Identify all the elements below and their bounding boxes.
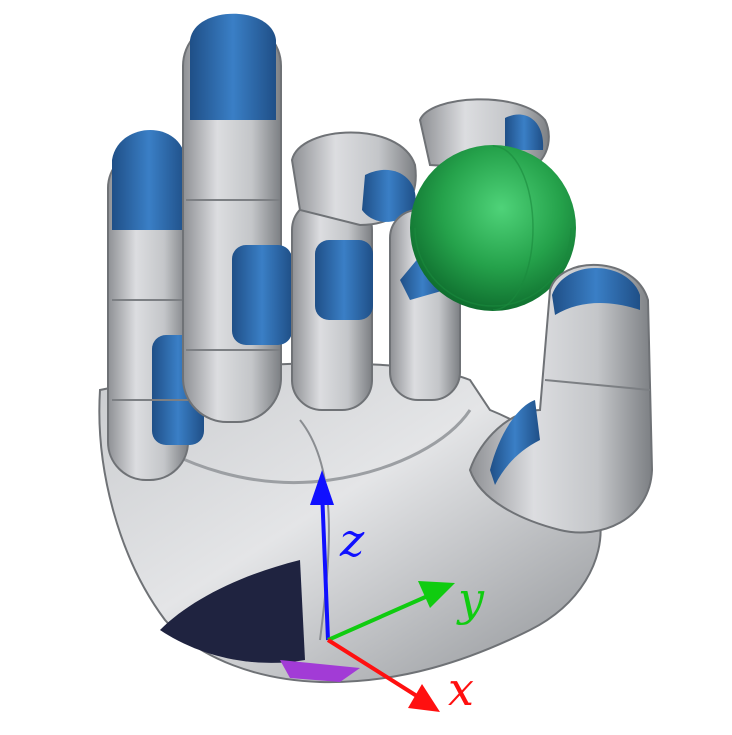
z-axis-arrowhead (310, 470, 334, 505)
coordinate-frame: z y x (310, 470, 485, 716)
y-axis-label: y (456, 572, 485, 626)
little-fingertip (112, 129, 186, 230)
index-fingertip (505, 114, 544, 150)
y-axis-arrowhead (418, 581, 455, 608)
ring-fingertip (190, 13, 276, 120)
palm-pad (160, 560, 305, 663)
ring-finger (182, 13, 292, 423)
z-axis-label: z (339, 513, 365, 567)
thumb (468, 263, 654, 534)
thumb-tip (552, 267, 640, 315)
middle-fingertip (362, 169, 416, 222)
x-axis-arrowhead (408, 684, 440, 712)
wrist-connector (280, 660, 360, 682)
palm (98, 362, 602, 684)
middle-finger (290, 131, 417, 411)
x-axis-label: x (448, 662, 474, 716)
grasped-sphere (410, 145, 576, 311)
